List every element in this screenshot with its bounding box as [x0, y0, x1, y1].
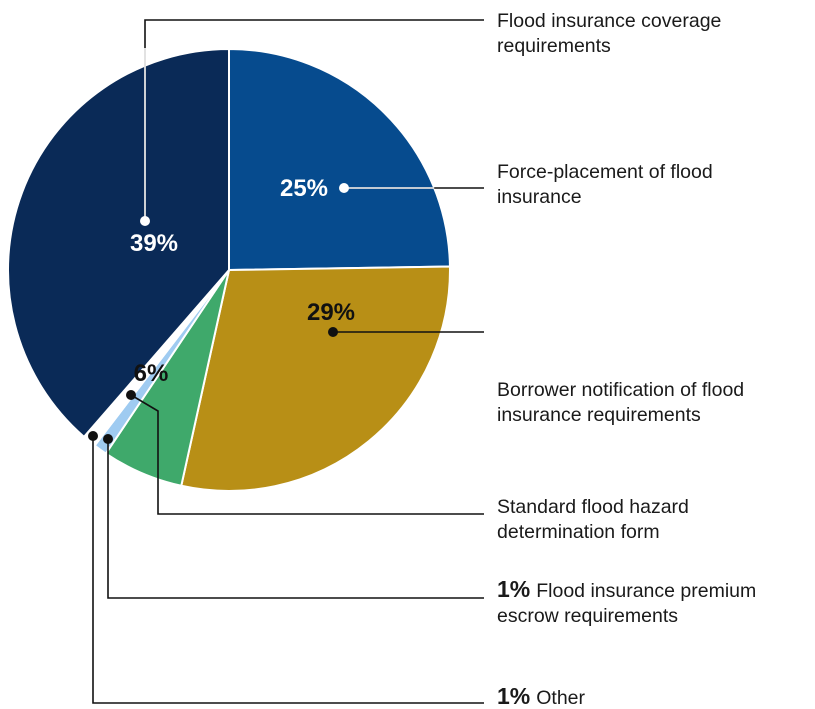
slice-value-label: 6%	[134, 360, 169, 387]
category-label: Force-placement of flood	[497, 161, 713, 183]
category-label-line: determination form	[497, 521, 660, 543]
leader-dot	[339, 183, 349, 193]
pie-slices	[7, 47, 451, 492]
category-label: Standard flood hazard	[497, 496, 689, 518]
category-label-line: escrow requirements	[497, 605, 678, 627]
category-value: 1%	[497, 683, 530, 709]
leader-line	[92, 436, 484, 704]
category-label-line: insurance requirements	[497, 404, 701, 426]
category-labels: Flood insurance coverage requirements Forc…	[497, 10, 756, 709]
slice-value-label: 39%	[130, 230, 178, 257]
slice-labels: 39% 25% 29% 6%	[130, 175, 355, 387]
category-label: 1% Other	[497, 683, 586, 709]
leader-line	[107, 439, 484, 599]
leader-dot	[140, 216, 150, 226]
slice-value-label: 29%	[307, 299, 355, 326]
category-label: Flood insurance coverage	[497, 10, 721, 32]
leader-dot	[88, 431, 98, 441]
leader-dot	[126, 390, 136, 400]
category-label: Borrower notification of flood	[497, 379, 744, 401]
leader-dot	[328, 327, 338, 337]
category-label-line: insurance	[497, 186, 582, 208]
category-value: 1%	[497, 576, 530, 602]
leader-dot	[103, 434, 113, 444]
pie-slice	[180, 265, 451, 492]
category-label-line: requirements	[497, 35, 611, 57]
slice-value-label: 25%	[280, 175, 328, 202]
category-label: 1% Flood insurance premium	[497, 576, 756, 602]
leader-lines	[88, 19, 484, 704]
pie-slice	[7, 47, 230, 439]
leader-line	[130, 394, 484, 515]
pie-slice	[228, 47, 451, 272]
